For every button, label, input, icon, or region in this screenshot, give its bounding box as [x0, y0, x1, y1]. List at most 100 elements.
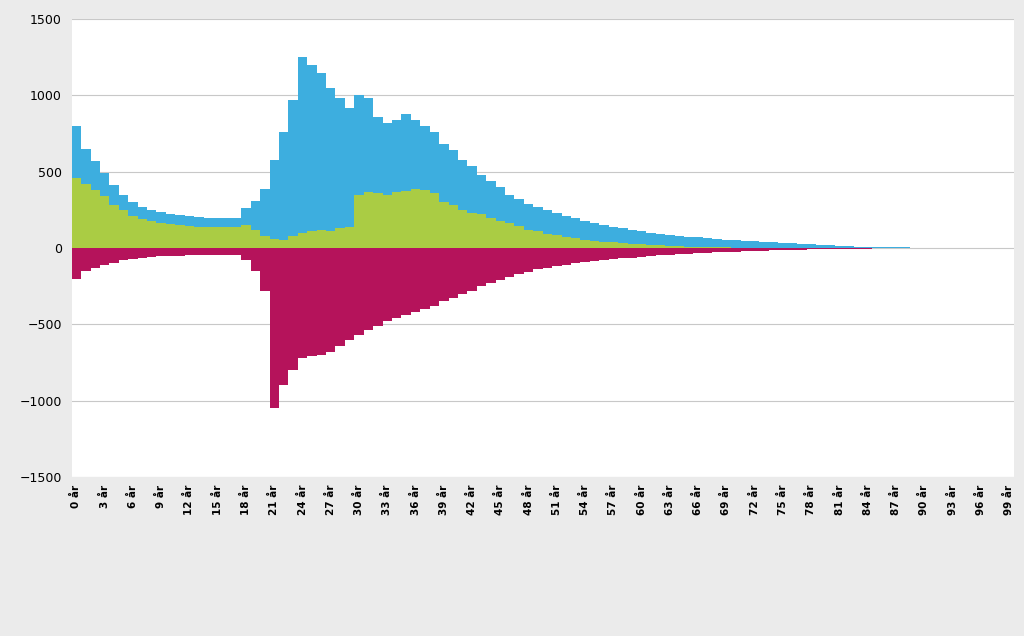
Bar	[552, 235, 561, 248]
Bar	[486, 248, 496, 283]
Bar	[543, 248, 552, 268]
Bar	[675, 236, 684, 248]
Bar	[618, 228, 628, 248]
Bar	[496, 248, 505, 280]
Bar	[128, 216, 137, 248]
Bar	[298, 233, 307, 248]
Bar	[778, 248, 787, 250]
Bar	[514, 199, 524, 248]
Bar	[411, 120, 420, 248]
Bar	[844, 248, 854, 249]
Bar	[81, 184, 90, 248]
Bar	[336, 248, 345, 346]
Bar	[222, 228, 231, 248]
Bar	[760, 242, 769, 248]
Bar	[110, 248, 119, 263]
Bar	[298, 57, 307, 248]
Bar	[326, 232, 336, 248]
Bar	[430, 248, 439, 306]
Bar	[269, 239, 279, 248]
Bar	[184, 226, 195, 248]
Bar	[147, 221, 157, 248]
Bar	[713, 248, 722, 252]
Bar	[646, 233, 655, 248]
Bar	[769, 242, 778, 248]
Bar	[166, 214, 175, 248]
Bar	[364, 248, 373, 331]
Bar	[561, 237, 571, 248]
Bar	[128, 202, 137, 248]
Bar	[411, 248, 420, 312]
Bar	[195, 226, 204, 248]
Bar	[835, 246, 844, 248]
Bar	[787, 248, 797, 250]
Bar	[825, 248, 835, 249]
Bar	[590, 223, 599, 248]
Bar	[364, 99, 373, 248]
Bar	[213, 227, 222, 248]
Bar	[534, 207, 543, 248]
Bar	[486, 181, 496, 248]
Bar	[204, 226, 213, 248]
Bar	[316, 73, 326, 248]
Bar	[543, 210, 552, 248]
Bar	[655, 234, 666, 248]
Bar	[316, 248, 326, 355]
Bar	[666, 235, 675, 248]
Bar	[608, 242, 618, 248]
Bar	[477, 175, 486, 248]
Bar	[750, 241, 760, 248]
Bar	[213, 218, 222, 248]
Bar	[298, 248, 307, 358]
Bar	[430, 132, 439, 248]
Bar	[675, 246, 684, 248]
Bar	[90, 248, 100, 268]
Bar	[854, 247, 863, 248]
Bar	[289, 248, 298, 370]
Bar	[72, 126, 81, 248]
Bar	[675, 248, 684, 254]
Bar	[81, 149, 90, 248]
Bar	[505, 248, 514, 277]
Bar	[401, 248, 411, 315]
Bar	[364, 191, 373, 248]
Bar	[401, 114, 411, 248]
Bar	[684, 248, 693, 254]
Bar	[439, 144, 449, 248]
Bar	[666, 248, 675, 255]
Bar	[289, 236, 298, 248]
Bar	[401, 191, 411, 248]
Bar	[100, 173, 110, 248]
Bar	[740, 240, 750, 248]
Bar	[655, 248, 666, 256]
Bar	[100, 196, 110, 248]
Bar	[289, 100, 298, 248]
Bar	[608, 226, 618, 248]
Bar	[316, 230, 326, 248]
Bar	[477, 248, 486, 286]
Bar	[534, 248, 543, 270]
Bar	[458, 160, 467, 248]
Bar	[72, 178, 81, 248]
Bar	[797, 248, 807, 249]
Bar	[110, 186, 119, 248]
Bar	[81, 248, 90, 271]
Bar	[646, 248, 655, 256]
Bar	[269, 160, 279, 248]
Bar	[496, 221, 505, 248]
Bar	[702, 238, 713, 248]
Bar	[222, 248, 231, 254]
Bar	[251, 201, 260, 248]
Bar	[693, 247, 702, 248]
Bar	[383, 195, 392, 248]
Bar	[392, 120, 401, 248]
Bar	[345, 226, 354, 248]
Bar	[231, 218, 242, 248]
Bar	[702, 247, 713, 248]
Bar	[590, 248, 599, 261]
Bar	[637, 248, 646, 257]
Bar	[740, 248, 750, 251]
Bar	[354, 248, 364, 335]
Bar	[373, 117, 383, 248]
Bar	[684, 247, 693, 248]
